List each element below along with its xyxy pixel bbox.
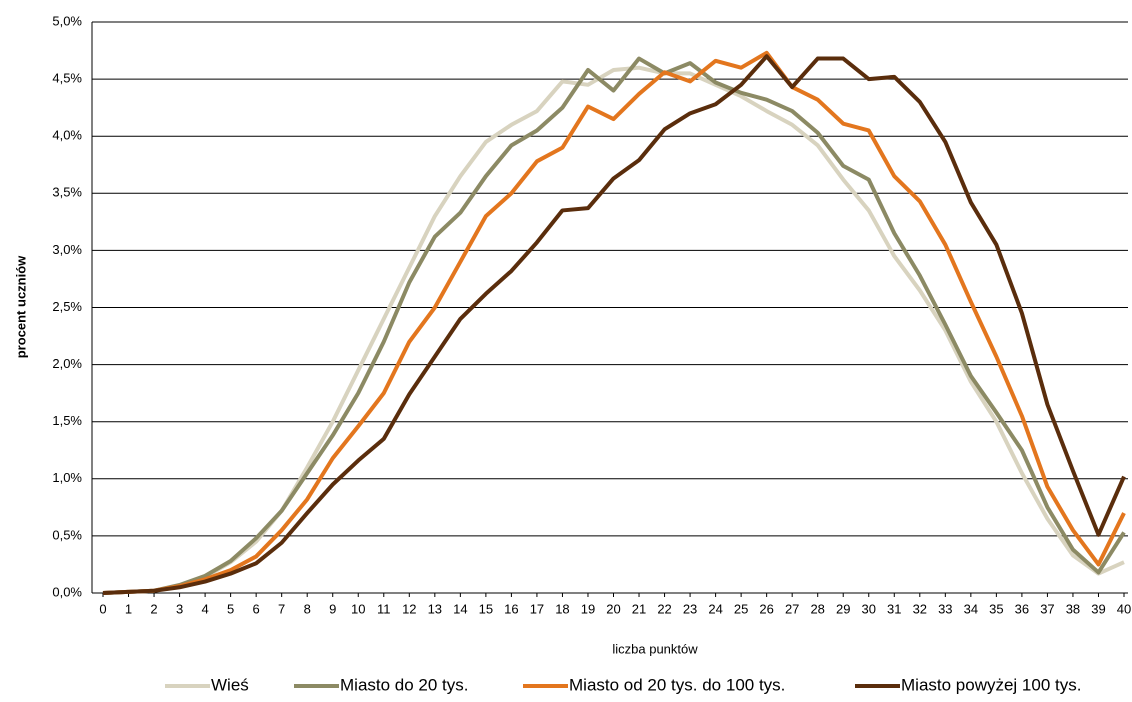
x-tick-label: 15 <box>479 601 493 616</box>
x-tick-label: 19 <box>581 601 595 616</box>
y-tick-label: 1,5% <box>52 413 82 428</box>
x-tick-label: 12 <box>402 601 416 616</box>
x-tick-label: 0 <box>99 601 106 616</box>
x-tick-label: 34 <box>964 601 978 616</box>
x-tick-label: 24 <box>708 601 722 616</box>
y-tick-label: 2,0% <box>52 356 82 371</box>
x-tick-label: 29 <box>836 601 850 616</box>
legend-label: Miasto do 20 tys. <box>340 675 469 694</box>
x-tick-label: 33 <box>938 601 952 616</box>
x-tick-label: 38 <box>1066 601 1080 616</box>
series-line <box>102 54 1126 595</box>
x-tick-label: 23 <box>683 601 697 616</box>
legend-label: Wieś <box>211 675 249 694</box>
x-tick-label: 8 <box>304 601 311 616</box>
y-tick-label: 3,0% <box>52 242 82 257</box>
y-axis-title: procent uczniów <box>13 255 28 358</box>
x-tick-label: 5 <box>227 601 234 616</box>
x-tick-label: 11 <box>377 601 391 616</box>
x-tick-label: 20 <box>606 601 620 616</box>
legend-label: Miasto od 20 tys. do 100 tys. <box>569 675 785 694</box>
y-tick-label: 0,5% <box>52 527 82 542</box>
y-tick-label: 4,5% <box>52 71 82 86</box>
y-tick-label: 4,0% <box>52 128 82 143</box>
x-tick-label: 36 <box>1015 601 1029 616</box>
x-tick-label: 18 <box>555 601 569 616</box>
x-tick-label: 6 <box>253 601 260 616</box>
x-tick-label: 4 <box>201 601 208 616</box>
legend-label: Miasto powyżej 100 tys. <box>901 675 1081 694</box>
x-tick-label: 16 <box>504 601 518 616</box>
y-tick-label: 3,5% <box>52 185 82 200</box>
x-tick-label: 13 <box>428 601 442 616</box>
x-tick-label: 27 <box>785 601 799 616</box>
x-tick-label: 26 <box>759 601 773 616</box>
x-tick-label: 9 <box>329 601 336 616</box>
x-tick-label: 30 <box>862 601 876 616</box>
x-tick-label: 14 <box>453 601 467 616</box>
y-tick-label: 0,0% <box>52 584 82 599</box>
x-tick-label: 28 <box>810 601 824 616</box>
x-tick-label: 35 <box>989 601 1003 616</box>
x-tick-label: 32 <box>913 601 927 616</box>
x-tick-label: 2 <box>150 601 157 616</box>
y-tick-label: 1,0% <box>52 470 82 485</box>
x-tick-label: 37 <box>1040 601 1054 616</box>
x-tick-label: 22 <box>657 601 671 616</box>
x-tick-label: 25 <box>734 601 748 616</box>
y-tick-label: 5,0% <box>52 13 82 28</box>
x-tick-label: 21 <box>632 601 646 616</box>
x-tick-label: 40 <box>1117 601 1131 616</box>
x-axis-title: liczba punktów <box>612 641 698 656</box>
x-tick-label: 7 <box>278 601 285 616</box>
series-line <box>102 50 1126 595</box>
series-line <box>102 65 1125 595</box>
y-tick-label: 2,5% <box>52 299 82 314</box>
x-tick-label: 17 <box>530 601 544 616</box>
x-tick-label: 31 <box>887 601 901 616</box>
x-tick-label: 10 <box>351 601 365 616</box>
x-tick-label: 1 <box>125 601 132 616</box>
x-tick-label: 3 <box>176 601 183 616</box>
x-tick-label: 39 <box>1091 601 1105 616</box>
series-line <box>102 56 1126 595</box>
